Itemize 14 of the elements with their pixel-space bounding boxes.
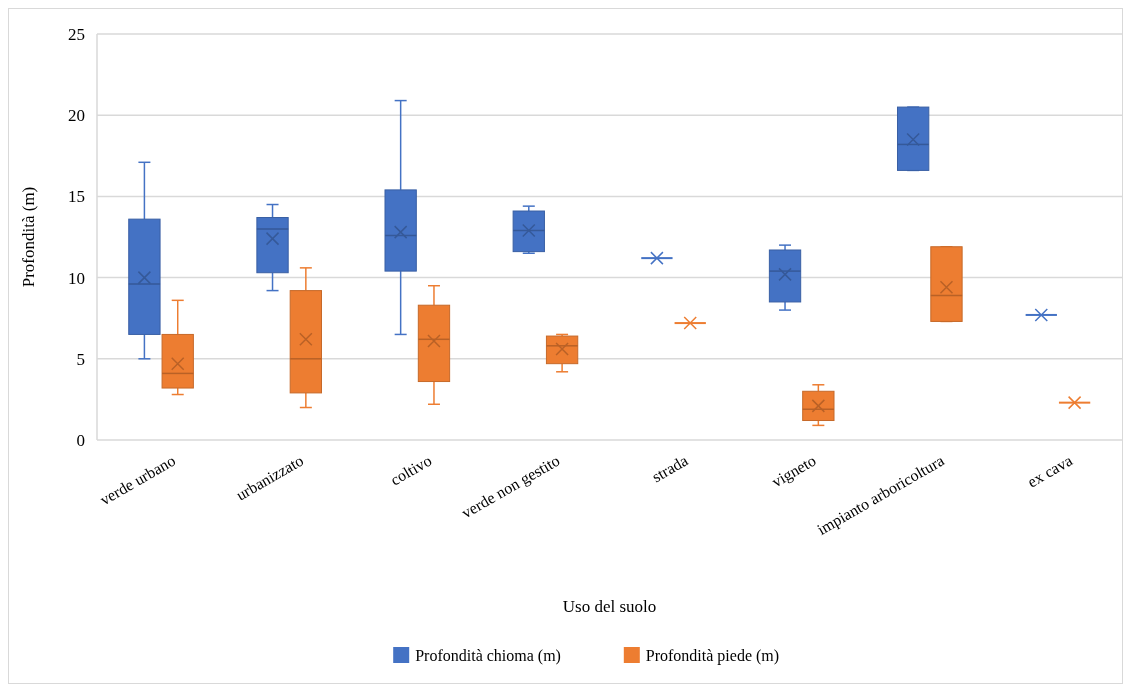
x-tick-label: coltivo [387,451,435,489]
x-axis-title: Uso del suolo [562,597,657,616]
legend-label: Profondità chioma (m) [415,646,561,665]
x-tick-label: ex cava [1024,451,1076,491]
y-tick-label: 20 [68,106,85,126]
legend-label: Profondità piede (m) [645,646,780,665]
y-tick-label: 5 [76,349,85,369]
y-tick-label: 15 [68,187,85,207]
x-tick-label: verde urbano [96,451,179,509]
y-tick-label: 0 [76,430,85,450]
x-tick-label: strada [649,451,691,486]
y-axis-title: Profondità (m) [19,186,38,288]
y-tick-label: 25 [68,24,85,44]
y-tick-label: 10 [68,268,85,288]
